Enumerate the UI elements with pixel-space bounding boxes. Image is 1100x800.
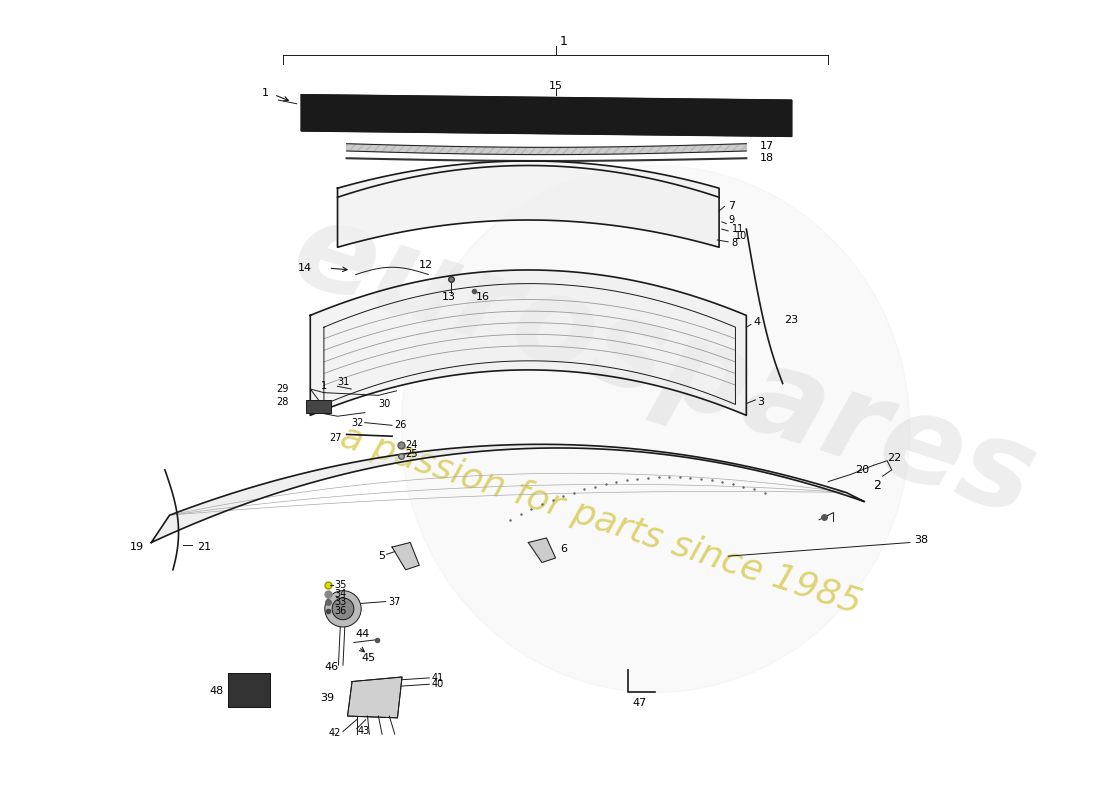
Text: 25: 25 — [406, 450, 418, 459]
Polygon shape — [338, 161, 719, 247]
Polygon shape — [528, 538, 556, 562]
Text: 9: 9 — [728, 215, 735, 225]
Text: 39: 39 — [320, 693, 334, 703]
Text: 8: 8 — [732, 238, 738, 248]
Text: 37: 37 — [388, 597, 400, 606]
Text: 26: 26 — [394, 420, 406, 430]
Text: 17: 17 — [760, 141, 774, 150]
Text: 1: 1 — [559, 35, 568, 49]
Text: 23: 23 — [784, 315, 799, 325]
Text: 21: 21 — [197, 542, 211, 552]
Text: 29: 29 — [276, 384, 288, 394]
Circle shape — [332, 598, 354, 620]
Text: 5: 5 — [378, 551, 386, 561]
Polygon shape — [310, 270, 746, 415]
Text: 36: 36 — [334, 606, 346, 616]
Text: 10: 10 — [736, 231, 748, 242]
Text: 41: 41 — [431, 673, 443, 683]
Text: 27: 27 — [330, 433, 342, 443]
Text: 40: 40 — [431, 679, 443, 690]
Text: 31: 31 — [338, 377, 350, 386]
Text: 42: 42 — [329, 728, 341, 738]
Text: 24: 24 — [406, 440, 418, 450]
Text: 18: 18 — [760, 154, 774, 163]
Ellipse shape — [402, 166, 910, 693]
Text: 30: 30 — [378, 399, 390, 410]
Text: 48: 48 — [210, 686, 224, 696]
Text: 7: 7 — [728, 202, 735, 211]
FancyBboxPatch shape — [228, 674, 271, 707]
Text: 13: 13 — [442, 292, 456, 302]
Polygon shape — [301, 94, 792, 137]
Text: 20: 20 — [856, 465, 869, 475]
Text: a passion for parts since 1985: a passion for parts since 1985 — [337, 419, 866, 620]
Polygon shape — [392, 542, 419, 570]
Text: 1: 1 — [321, 382, 328, 391]
Text: 4: 4 — [754, 317, 761, 326]
Text: 22: 22 — [888, 453, 901, 463]
Text: 35: 35 — [334, 580, 346, 590]
Text: 19: 19 — [130, 542, 144, 552]
Text: eurospares: eurospares — [279, 190, 1050, 541]
Text: 11: 11 — [732, 224, 744, 234]
Text: 46: 46 — [324, 662, 339, 672]
Circle shape — [324, 590, 361, 627]
Text: 1: 1 — [262, 88, 268, 98]
Text: 3: 3 — [757, 397, 764, 406]
Text: 6: 6 — [560, 544, 568, 554]
Text: 47: 47 — [632, 698, 647, 708]
Text: 14: 14 — [298, 263, 312, 273]
Text: 43: 43 — [358, 726, 370, 735]
Text: 2: 2 — [873, 478, 881, 492]
Text: 33: 33 — [334, 597, 346, 606]
Text: 15: 15 — [549, 81, 562, 90]
Text: 34: 34 — [334, 590, 346, 599]
Text: 12: 12 — [419, 261, 433, 270]
Text: 45: 45 — [361, 653, 375, 663]
Text: 28: 28 — [276, 397, 288, 406]
Bar — [306, 400, 331, 413]
Text: 38: 38 — [914, 534, 928, 545]
Text: 32: 32 — [351, 418, 363, 428]
Polygon shape — [152, 444, 865, 542]
Polygon shape — [348, 677, 402, 718]
Text: 16: 16 — [475, 292, 490, 302]
Text: 44: 44 — [355, 630, 370, 639]
